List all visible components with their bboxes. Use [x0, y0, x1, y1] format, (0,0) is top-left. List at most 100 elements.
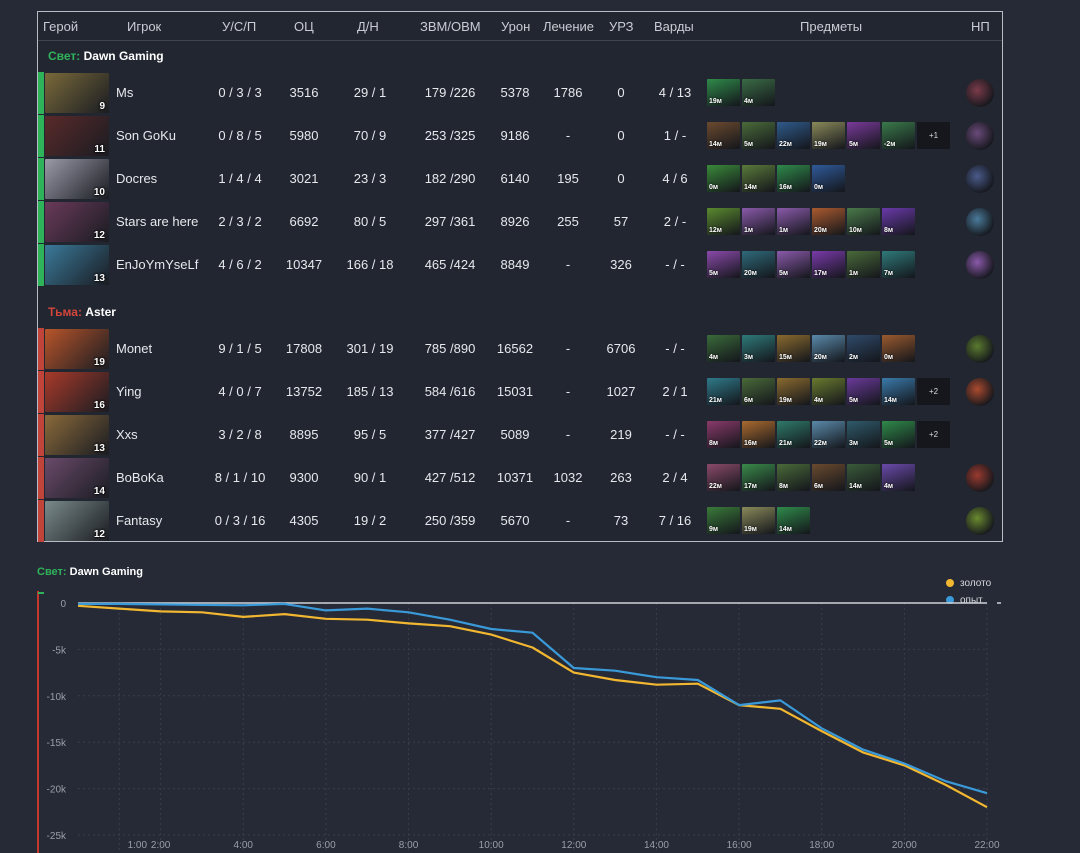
header-networth[interactable]: ОЦ: [294, 19, 314, 34]
item-icon[interactable]: 0м: [707, 165, 740, 192]
item-icon[interactable]: 17м: [812, 251, 845, 278]
item-icon[interactable]: 4м: [882, 464, 915, 491]
table-row[interactable]: 11 Son GoKu 0 / 8 / 5 5980 70 / 9 253 /325 918…: [38, 115, 1002, 157]
item-icon[interactable]: 14м: [707, 122, 740, 149]
radiant-team-name[interactable]: Dawn Gaming: [83, 49, 164, 63]
player-name[interactable]: Son GoKu: [116, 128, 176, 143]
item-icon[interactable]: 19м: [707, 79, 740, 106]
item-icon[interactable]: 4м: [742, 79, 775, 106]
more-items-badge[interactable]: +1: [917, 122, 950, 149]
neutral-cyan-icon[interactable]: [966, 208, 994, 236]
more-items-badge[interactable]: +2: [917, 421, 950, 448]
item-icon[interactable]: 14м: [882, 378, 915, 405]
hero-portrait[interactable]: 12: [45, 501, 109, 541]
table-row[interactable]: 13 Xxs 3 / 2 / 8 8895 95 / 5 377 /427 5089 - 219…: [38, 414, 1002, 456]
player-name[interactable]: Monet: [116, 341, 153, 356]
item-icon[interactable]: 1м: [742, 208, 775, 235]
hero-portrait[interactable]: 14: [45, 458, 109, 498]
item-icon[interactable]: 0м: [882, 335, 915, 362]
table-row[interactable]: 9 Ms 0 / 3 / 3 3516 29 / 1 179 /226 5378 1786 0 4…: [38, 72, 1002, 114]
item-icon[interactable]: 5м: [742, 122, 775, 149]
item-icon[interactable]: 5м: [847, 122, 880, 149]
header-building-damage[interactable]: УРЗ: [609, 19, 634, 34]
table-row[interactable]: 12 Stars are here 2 / 3 / 2 6692 80 / 5 297 /…: [38, 201, 1002, 243]
player-name[interactable]: Ms: [116, 85, 134, 100]
player-name[interactable]: Xxs: [116, 427, 138, 442]
neutral-green-icon[interactable]: [966, 335, 994, 363]
neutral-blue-icon[interactable]: [966, 165, 994, 193]
player-name[interactable]: Fantasy: [116, 513, 163, 528]
player-name[interactable]: Stars are here: [116, 214, 199, 229]
table-row[interactable]: 16 Ying 4 / 0 / 7 13752 185 / 13 584 /616 1503…: [38, 371, 1002, 413]
item-icon[interactable]: 6м: [742, 378, 775, 405]
player-name[interactable]: Docres: [116, 171, 158, 186]
player-name[interactable]: BoBoKa: [116, 470, 164, 485]
item-icon[interactable]: 9м: [707, 507, 740, 534]
hero-portrait[interactable]: 12: [45, 202, 109, 242]
item-icon[interactable]: 19м: [777, 378, 810, 405]
hero-portrait[interactable]: 11: [45, 116, 109, 156]
header-wards[interactable]: Варды: [654, 19, 694, 34]
player-name[interactable]: Ying: [116, 384, 142, 399]
item-icon[interactable]: 5м: [847, 378, 880, 405]
item-icon[interactable]: 14м: [777, 507, 810, 534]
item-icon[interactable]: 22м: [812, 421, 845, 448]
header-player[interactable]: Игрок: [127, 19, 162, 34]
item-icon[interactable]: 14м: [742, 165, 775, 192]
item-icon[interactable]: 20м: [812, 208, 845, 235]
table-row[interactable]: 10 Docres 1 / 4 / 4 3021 23 / 3 182 /290 6140 1…: [38, 158, 1002, 200]
item-icon[interactable]: 14м: [847, 464, 880, 491]
item-icon[interactable]: 6м: [812, 464, 845, 491]
neutral-fire-icon[interactable]: [966, 464, 994, 492]
item-icon[interactable]: 20м: [742, 251, 775, 278]
item-icon[interactable]: 2м: [847, 335, 880, 362]
item-icon[interactable]: 5м: [882, 421, 915, 448]
item-icon[interactable]: 21м: [777, 421, 810, 448]
item-icon[interactable]: 5м: [777, 251, 810, 278]
item-icon[interactable]: 1м: [777, 208, 810, 235]
item-icon[interactable]: 8м: [777, 464, 810, 491]
item-icon[interactable]: 7м: [882, 251, 915, 278]
neutral-violet-icon[interactable]: [966, 251, 994, 279]
more-items-badge[interactable]: +2: [917, 378, 950, 405]
item-icon[interactable]: 22м: [707, 464, 740, 491]
item-icon[interactable]: 15м: [777, 335, 810, 362]
hero-portrait[interactable]: 13: [45, 245, 109, 285]
hero-portrait[interactable]: 9: [45, 73, 109, 113]
table-row[interactable]: 14 BoBoKa 8 / 1 / 10 9300 90 / 1 427 /512 1037…: [38, 457, 1002, 499]
item-icon[interactable]: 22м: [777, 122, 810, 149]
item-icon[interactable]: 8м: [707, 421, 740, 448]
item-icon[interactable]: 12м: [707, 208, 740, 235]
item-icon[interactable]: 19м: [812, 122, 845, 149]
hero-portrait[interactable]: 19: [45, 329, 109, 369]
neutral-orange-icon[interactable]: [966, 378, 994, 406]
hero-portrait[interactable]: 13: [45, 415, 109, 455]
item-icon[interactable]: 19м: [742, 507, 775, 534]
item-icon[interactable]: 4м: [812, 378, 845, 405]
header-hero[interactable]: Герой: [43, 19, 79, 34]
dire-team-name[interactable]: Aster: [85, 305, 116, 319]
hero-portrait[interactable]: 16: [45, 372, 109, 412]
player-name[interactable]: EnJoYmYseLf: [116, 257, 199, 272]
legend-gold[interactable]: золото: [946, 578, 991, 589]
table-row[interactable]: 12 Fantasy 0 / 3 / 16 4305 19 / 2 250 /359 567…: [38, 500, 1002, 542]
item-icon[interactable]: 1м: [847, 251, 880, 278]
item-icon[interactable]: -2м: [882, 122, 915, 149]
item-icon[interactable]: 3м: [847, 421, 880, 448]
header-gpm-xpm[interactable]: ЗВМ/ОВМ: [420, 19, 481, 34]
header-healing[interactable]: Лечение: [543, 19, 595, 34]
header-lasthits-denies[interactable]: Д/Н: [357, 19, 379, 34]
hero-portrait[interactable]: 10: [45, 159, 109, 199]
neutral-purple-icon[interactable]: [966, 122, 994, 150]
header-kda[interactable]: У/С/П: [222, 19, 257, 34]
table-row[interactable]: 19 Monet 9 / 1 / 5 17808 301 / 19 785 /890 165…: [38, 328, 1002, 370]
item-icon[interactable]: 17м: [742, 464, 775, 491]
header-damage[interactable]: Урон: [501, 19, 531, 34]
item-icon[interactable]: 5м: [707, 251, 740, 278]
item-icon[interactable]: 16м: [742, 421, 775, 448]
item-icon[interactable]: 21м: [707, 378, 740, 405]
item-icon[interactable]: 20м: [812, 335, 845, 362]
neutral-red-icon[interactable]: [966, 79, 994, 107]
item-icon[interactable]: 0м: [812, 165, 845, 192]
item-icon[interactable]: 10м: [847, 208, 880, 235]
